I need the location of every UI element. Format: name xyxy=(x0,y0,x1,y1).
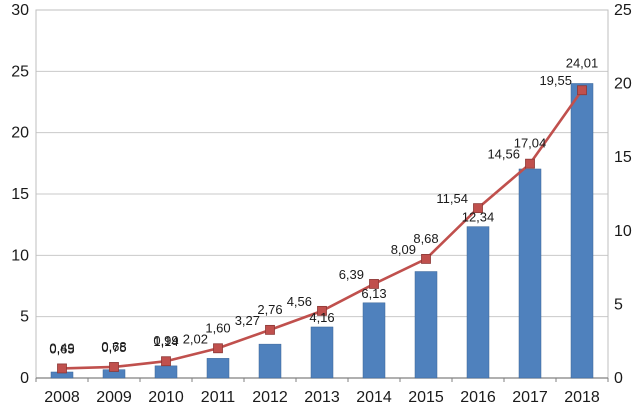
bar-2012 xyxy=(258,343,282,379)
left-axis-label-0: 0 xyxy=(20,370,29,387)
trend-line xyxy=(61,89,584,370)
bar-label-2011: 1,60 xyxy=(205,320,230,335)
line-label-2010: 1,14 xyxy=(153,334,178,349)
bar-2016 xyxy=(466,226,490,379)
bar-label-2014: 6,13 xyxy=(361,286,386,301)
left-axis-label-10: 10 xyxy=(11,247,29,264)
x-axis-label-2009: 2009 xyxy=(96,389,132,406)
left-axis-label-20: 20 xyxy=(11,125,29,142)
left-axis-label-25: 25 xyxy=(11,63,29,80)
bar-label-2018: 24,01 xyxy=(566,55,599,70)
line-marker-2017 xyxy=(525,158,535,169)
x-axis-label-2010: 2010 xyxy=(148,389,184,406)
x-axis-label-2016: 2016 xyxy=(460,389,496,406)
bar-label-2017: 17,04 xyxy=(514,136,547,151)
x-axis-label-2015: 2015 xyxy=(408,389,444,406)
line-label-2018: 19,55 xyxy=(539,73,572,88)
bar-label-2016: 12,34 xyxy=(462,210,495,225)
x-axis-label-2011: 2011 xyxy=(201,389,236,406)
line-marker-2012 xyxy=(265,324,275,335)
left-axis-label-5: 5 xyxy=(20,309,29,326)
bar-2011 xyxy=(206,358,230,379)
line-label-2009: 0,75 xyxy=(101,340,126,355)
bar-label-2012: 2,76 xyxy=(257,302,282,317)
line-label-2013: 4,56 xyxy=(287,294,312,309)
line-label-2011: 2,02 xyxy=(183,331,208,346)
right-axis-label-0: 0 xyxy=(614,370,623,387)
bar-label-2010: 0,99 xyxy=(153,333,178,348)
line-marker-2011 xyxy=(213,343,223,354)
line-label-2012: 3,27 xyxy=(235,313,260,328)
line-label-2015: 8,09 xyxy=(391,242,416,257)
line-marker-2010 xyxy=(161,356,171,367)
line-marker-2018 xyxy=(577,85,587,96)
bar-label-2009: 0,68 xyxy=(101,339,126,354)
line-label-2016: 11,54 xyxy=(436,191,468,206)
x-axis-label-2014: 2014 xyxy=(356,389,392,406)
x-axis-label-2017: 2017 xyxy=(512,389,548,406)
x-axis-label-2013: 2013 xyxy=(304,389,340,406)
x-axis-label-2018: 2018 xyxy=(564,389,600,406)
bar-2018 xyxy=(570,83,594,379)
line-marker-2009 xyxy=(109,362,119,372)
left-axis-label-15: 15 xyxy=(11,186,29,203)
line-label-2008: 0,65 xyxy=(49,341,74,356)
bar-2013 xyxy=(310,326,334,379)
right-axis-label-15: 15 xyxy=(614,149,632,166)
line-label-2017: 14,56 xyxy=(487,147,520,162)
bar-label-2015: 8,68 xyxy=(413,231,438,246)
bar-2014 xyxy=(362,302,386,379)
bar-2017 xyxy=(518,168,542,379)
right-axis-label-10: 10 xyxy=(614,223,632,240)
right-axis-label-25: 25 xyxy=(614,2,632,19)
line-marker-2015 xyxy=(421,254,431,264)
x-axis-label-2012: 2012 xyxy=(252,389,288,406)
right-axis-label-5: 5 xyxy=(614,296,623,313)
right-axis-label-20: 20 xyxy=(614,76,632,93)
left-axis-label-30: 30 xyxy=(11,2,29,19)
line-marker-2013 xyxy=(317,305,327,316)
line-marker-2008 xyxy=(57,363,67,374)
bar-2010 xyxy=(154,365,178,379)
bar-label-2008: 0,49 xyxy=(49,340,74,355)
line-label-2014: 6,39 xyxy=(339,267,364,282)
line-marker-2014 xyxy=(369,279,379,289)
bar-2015 xyxy=(414,271,438,379)
x-axis-label-2008: 2008 xyxy=(44,389,80,406)
line-marker-2016 xyxy=(473,203,483,214)
bar-label-2013: 4,16 xyxy=(309,310,334,325)
